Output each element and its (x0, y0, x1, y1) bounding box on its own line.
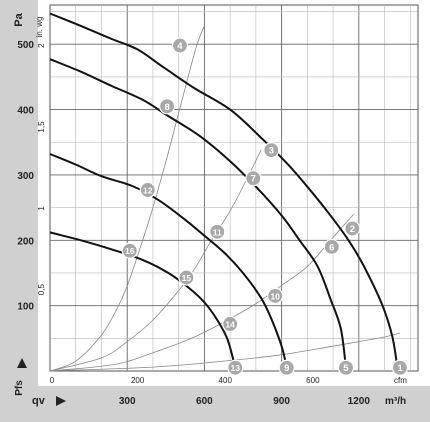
marker-circle (263, 141, 280, 159)
y-tick-label: 500 (17, 40, 34, 51)
marker-circle (139, 181, 156, 199)
marker-label: 13 (231, 363, 241, 373)
marker-circle (171, 37, 189, 54)
marker-circle (267, 287, 284, 304)
y-tick-label: 400 (17, 106, 34, 117)
inner-x-tick-label: cfm (394, 376, 407, 385)
system-curve-3 (49, 213, 354, 372)
y-tick-label: 100 (17, 302, 34, 313)
marker-circle (222, 315, 239, 333)
marker-label: 10 (270, 291, 280, 301)
operating-point-marker-5: 5 (337, 359, 355, 376)
marker-label: 8 (164, 102, 169, 113)
marker-circle (391, 359, 409, 376)
marker-label: 15 (182, 273, 192, 283)
marker-circle (245, 170, 262, 187)
marker-circle (121, 242, 138, 259)
y-tick-label: 200 (17, 236, 34, 247)
system-curve-4 (49, 332, 401, 372)
operating-point-marker-2: 2 (344, 220, 361, 237)
fan-curve-2 (49, 58, 347, 368)
left-axis-band (0, 0, 38, 404)
x-tick-label: 1200 (348, 396, 371, 407)
operating-point-marker-9: 9 (278, 359, 295, 376)
plot-area (49, 4, 419, 372)
bottom-axis-band (0, 386, 430, 422)
marker-label: 9 (284, 363, 289, 374)
operating-point-marker-6: 6 (323, 238, 340, 255)
inner-y-tick-label: 0,5 (37, 284, 46, 296)
inner-x-tick-label: 600 (306, 376, 320, 385)
inner-x-tick-label: 0 (50, 376, 55, 385)
marker-label: 16 (125, 246, 135, 256)
marker-label: 1 (397, 363, 403, 374)
marker-circle (209, 223, 226, 240)
operating-point-marker-3: 3 (263, 141, 280, 159)
operating-point-marker-12: 12 (139, 181, 156, 199)
x-axis-unit: m³/h (385, 396, 406, 407)
marker-label: 3 (269, 146, 274, 157)
marker-label: 5 (343, 363, 349, 374)
fan-curve-3 (49, 153, 288, 368)
marker-label: 11 (213, 227, 222, 237)
operating-point-marker-10: 10 (267, 287, 284, 304)
marker-circle (227, 359, 244, 376)
marker-label: 2 (350, 224, 355, 235)
inner-y-tick-label: 1,5 (37, 121, 46, 133)
y-axis-label: Pa (13, 12, 25, 26)
operating-point-marker-13: 13 (227, 359, 244, 376)
inner-x-tick-label: 200 (131, 376, 145, 385)
operating-point-marker-11: 11 (209, 223, 226, 240)
marker-circle (158, 98, 176, 115)
marker-circle (178, 269, 195, 286)
marker-label: 12 (143, 185, 153, 195)
x-tick-label: 600 (196, 396, 213, 407)
operating-point-marker-1: 1 (391, 359, 409, 376)
marker-label: 14 (225, 319, 235, 329)
inner-y-tick-label: 1 (37, 206, 46, 211)
operating-point-marker-16: 16 (121, 242, 138, 259)
inner-y-axis-label: in. wg (35, 17, 44, 38)
operating-point-marker-7: 7 (245, 170, 262, 187)
marker-circle (278, 359, 295, 376)
y-tick-label: 300 (17, 171, 34, 182)
x-tick-label: 900 (273, 396, 290, 407)
inner-y-tick-label: 2 (37, 43, 46, 48)
y-axis-arrow-icon (17, 358, 27, 368)
x-axis-arrow-icon (56, 396, 66, 406)
marker-circle (344, 220, 361, 237)
system-curve-1 (49, 25, 205, 372)
x-tick-label: 300 (119, 396, 136, 407)
operating-point-marker-4: 4 (171, 37, 189, 54)
inner-x-tick-label: 400 (219, 376, 233, 385)
operating-point-marker-15: 15 (178, 269, 195, 286)
operating-point-marker-8: 8 (158, 98, 176, 115)
operating-point-marker-14: 14 (222, 315, 239, 333)
marker-label: 4 (177, 41, 183, 52)
curves (49, 12, 401, 372)
marker-label: 6 (329, 242, 334, 253)
marker-circle (337, 359, 355, 376)
marker-label: 7 (251, 174, 256, 185)
y-axis-label-bottom: Pfs (14, 380, 25, 396)
x-axis-label: qv (32, 395, 46, 407)
marker-circle (323, 238, 340, 255)
tick-labels: 100 200 300 400 500 0,5 1 1,5 2 300 600 900 1200 0 200… (17, 40, 407, 407)
